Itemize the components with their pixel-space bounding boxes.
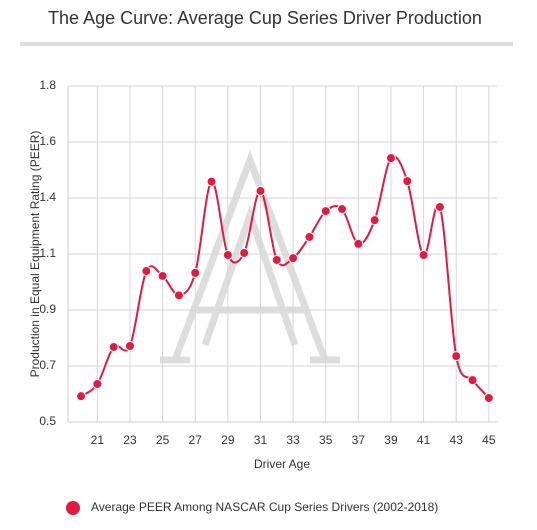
point [320,206,331,217]
x-tick-label: 43 [450,433,464,447]
y-tick-label: 0.5 [39,414,56,428]
x-axis-label: Driver Age [254,457,310,471]
watermark [160,150,340,364]
point [402,176,413,187]
point [141,266,152,277]
point [385,153,396,164]
x-tick-label: 33 [286,433,300,447]
x-tick-label: 39 [384,433,398,447]
point [239,247,250,258]
point [108,342,119,353]
point [190,267,201,278]
point [434,201,445,212]
y-tick-label: 1.1 [39,246,56,260]
point [418,250,429,261]
title-underline [20,42,513,46]
line [80,155,490,399]
point [467,375,478,386]
point [76,391,87,402]
x-tick-label: 31 [254,433,268,447]
x-tick-label: 37 [352,433,366,447]
point [124,341,135,352]
point [157,270,168,281]
chart-title: The Age Curve: Average Cup Series Driver… [48,8,482,28]
y-axis-label: Production in Equal Equipment Rating (PE… [28,131,42,378]
x-tick-label: 41 [417,433,431,447]
point [288,253,299,264]
point [222,250,233,261]
point [304,231,315,242]
y-tick-label: 0.7 [39,358,56,372]
point [337,204,348,215]
point [255,185,266,196]
x-tick-label: 25 [156,433,170,447]
x-tick-label: 35 [319,433,333,447]
point [369,215,380,226]
point [271,254,282,265]
x-tick-label: 29 [221,433,235,447]
y-tick-label: 1.4 [39,190,56,204]
x-tick-label: 21 [91,433,105,447]
point [483,392,494,403]
legend-label: Average PEER Among NASCAR Cup Series Dri… [91,500,438,514]
point [173,290,184,301]
point [206,176,217,187]
point [451,351,462,362]
x-tick-label: 27 [189,433,203,447]
y-tick-label: 0.9 [39,302,56,316]
point [92,379,103,390]
x-tick-label: 23 [123,433,137,447]
y-tick-label: 1.6 [39,134,56,148]
y-tick-label: 1.8 [39,78,56,92]
legend-marker [66,501,80,515]
point [353,238,364,249]
x-tick-label: 45 [482,433,496,447]
